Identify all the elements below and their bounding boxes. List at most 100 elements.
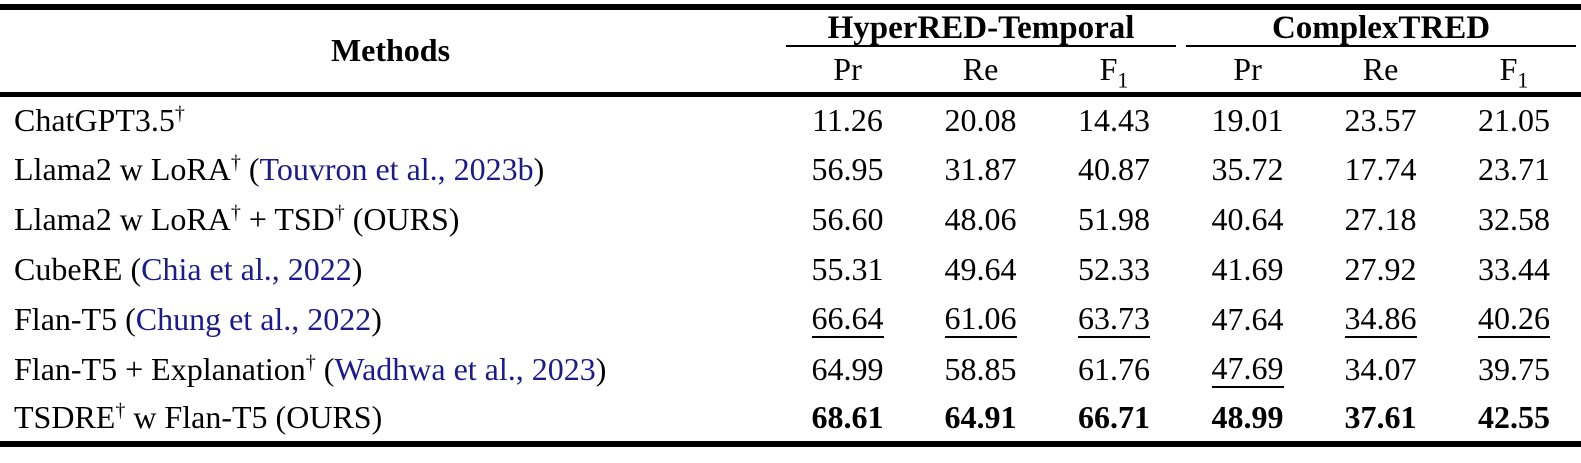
dagger-icon: † — [334, 200, 345, 223]
metric-value: 51.98 — [1078, 200, 1150, 237]
value-cell: 40.87 — [1047, 144, 1181, 194]
method-cell: Llama2 w LoRA† (Touvron et al., 2023b) — [0, 144, 781, 194]
group-header-row: Methods HyperRED-Temporal ComplexTRED — [0, 7, 1581, 97]
value-cell: 23.57 — [1314, 94, 1447, 144]
metric-value: 66.64 — [811, 301, 884, 339]
metric-value: 40.64 — [1211, 200, 1284, 237]
table-row: TSDRE† w Flan-T5 (OURS) 68.61 64.91 66.71 48… — [0, 394, 1581, 444]
method-name-text: ( — [240, 150, 260, 187]
metric-value: 34.86 — [1344, 301, 1417, 339]
metric-value: 33.44 — [1478, 250, 1551, 287]
metric-value: 52.33 — [1078, 250, 1150, 287]
table-row: Llama2 w LoRA† + TSD† (OURS) 56.60 48.06 51… — [0, 194, 1581, 244]
value-cell: 35.72 — [1181, 144, 1314, 194]
method-name-text: w Flan-T5 (OURS) — [125, 399, 383, 435]
value-cell: 61.06 — [914, 294, 1047, 344]
metric-value: 55.31 — [811, 250, 884, 287]
metric-value: 61.06 — [944, 301, 1017, 339]
metric-subscript: 1 — [1517, 67, 1529, 93]
value-cell: 52.33 — [1047, 244, 1181, 294]
dagger-icon: † — [305, 350, 316, 373]
method-name-text: ) — [351, 250, 363, 287]
method-name-text: ) — [371, 300, 382, 337]
metric-value: 64.99 — [811, 350, 884, 387]
metric-value: 47.64 — [1211, 300, 1284, 337]
value-cell: 34.07 — [1314, 344, 1447, 394]
value-cell: 41.69 — [1181, 244, 1314, 294]
value-cell: 55.31 — [781, 244, 914, 294]
results-table: Methods HyperRED-Temporal ComplexTRED Pr… — [0, 4, 1581, 447]
metric-value: 31.87 — [944, 150, 1017, 187]
value-cell: 66.71 — [1047, 394, 1181, 444]
metric-value: 47.69 — [1211, 351, 1284, 389]
metric-value: 27.18 — [1344, 200, 1417, 237]
metric-value: 48.06 — [944, 200, 1017, 237]
metric-value: 39.75 — [1478, 350, 1551, 387]
metric-value: 48.99 — [1211, 399, 1284, 435]
method-cell: TSDRE† w Flan-T5 (OURS) — [0, 394, 781, 444]
method-name-text: ChatGPT3.5 — [14, 101, 175, 138]
value-cell: 34.86 — [1314, 294, 1447, 344]
table-row: ChatGPT3.5† 11.26 20.08 14.43 19.01 23.57 21.0… — [0, 94, 1581, 144]
table-row: Llama2 w LoRA† (Touvron et al., 2023b) 56… — [0, 144, 1581, 194]
value-cell: 39.75 — [1447, 344, 1581, 394]
value-cell: 56.95 — [781, 144, 914, 194]
metric-value: 41.69 — [1211, 250, 1284, 287]
metric-value: 56.60 — [811, 200, 884, 237]
value-cell: 33.44 — [1447, 244, 1581, 294]
metric-value: 11.26 — [812, 101, 883, 138]
method-cell: Llama2 w LoRA† + TSD† (OURS) — [0, 194, 781, 244]
value-cell: 14.43 — [1047, 94, 1181, 144]
metric-value: 37.61 — [1344, 399, 1417, 435]
table-row: CubeRE (Chia et al., 2022) 55.31 49.64 52.3… — [0, 244, 1581, 294]
value-cell: 51.98 — [1047, 194, 1181, 244]
metric-header-f1: F1 — [1447, 47, 1581, 97]
value-cell: 66.64 — [781, 294, 914, 344]
table-row: Flan-T5 + Explanation† (Wadhwa et al., 2… — [0, 344, 1581, 394]
value-cell: 61.76 — [1047, 344, 1181, 394]
method-name-text: Llama2 w LoRA — [14, 200, 231, 237]
metric-value: 34.07 — [1344, 350, 1417, 387]
metric-header-re: Re — [914, 47, 1047, 97]
metric-value: 19.01 — [1211, 101, 1284, 138]
metric-value: 56.95 — [811, 150, 884, 187]
citation-link[interactable]: Chung et al., 2022 — [135, 300, 372, 337]
metric-value: 61.76 — [1078, 350, 1150, 387]
method-cell: Flan-T5 (Chung et al., 2022) — [0, 294, 781, 344]
group-header-hyperred-temporal: HyperRED-Temporal — [781, 7, 1181, 47]
metric-value: 64.91 — [944, 399, 1017, 435]
value-cell: 27.92 — [1314, 244, 1447, 294]
value-cell: 42.55 — [1447, 394, 1581, 444]
citation-link[interactable]: Wadhwa et al., 2023 — [334, 350, 596, 387]
dagger-icon: † — [230, 150, 241, 173]
results-tbody: ChatGPT3.5† 11.26 20.08 14.43 19.01 23.57 21.0… — [0, 94, 1581, 444]
value-cell: 21.05 — [1447, 94, 1581, 144]
method-cell: CubeRE (Chia et al., 2022) — [0, 244, 781, 294]
metric-value: 17.74 — [1344, 150, 1417, 187]
metric-value: 40.26 — [1478, 301, 1551, 339]
metric-header-f1: F1 — [1047, 47, 1182, 97]
group-header-complextred: ComplexTRED — [1181, 7, 1581, 47]
method-name-text: Flan-T5 + Explanation — [14, 350, 306, 387]
value-cell: 11.26 — [781, 94, 914, 144]
value-cell: 64.99 — [781, 344, 914, 394]
dagger-icon: † — [115, 399, 126, 422]
metric-header-pr: Pr — [781, 47, 914, 97]
metric-header-row: Pr Re F1 Pr Re F1 — [0, 47, 1581, 97]
metric-value: 14.43 — [1078, 101, 1150, 138]
metric-value: 40.87 — [1078, 150, 1150, 187]
value-cell: 47.69 — [1181, 344, 1314, 394]
value-cell: 20.08 — [914, 94, 1047, 144]
value-cell: 40.26 — [1447, 294, 1581, 344]
citation-link[interactable]: Touvron et al., 2023b — [259, 150, 534, 187]
citation-link[interactable]: Chia et al., 2022 — [141, 250, 352, 287]
value-cell: 48.99 — [1181, 394, 1314, 444]
value-cell: 40.64 — [1181, 194, 1314, 244]
metric-value: 58.85 — [944, 350, 1017, 387]
metric-header-pr: Pr — [1181, 47, 1315, 97]
value-cell: 48.06 — [914, 194, 1047, 244]
dagger-icon: † — [174, 102, 185, 125]
metric-value: 23.71 — [1478, 150, 1551, 187]
method-name-text: CubeRE ( — [14, 250, 142, 287]
